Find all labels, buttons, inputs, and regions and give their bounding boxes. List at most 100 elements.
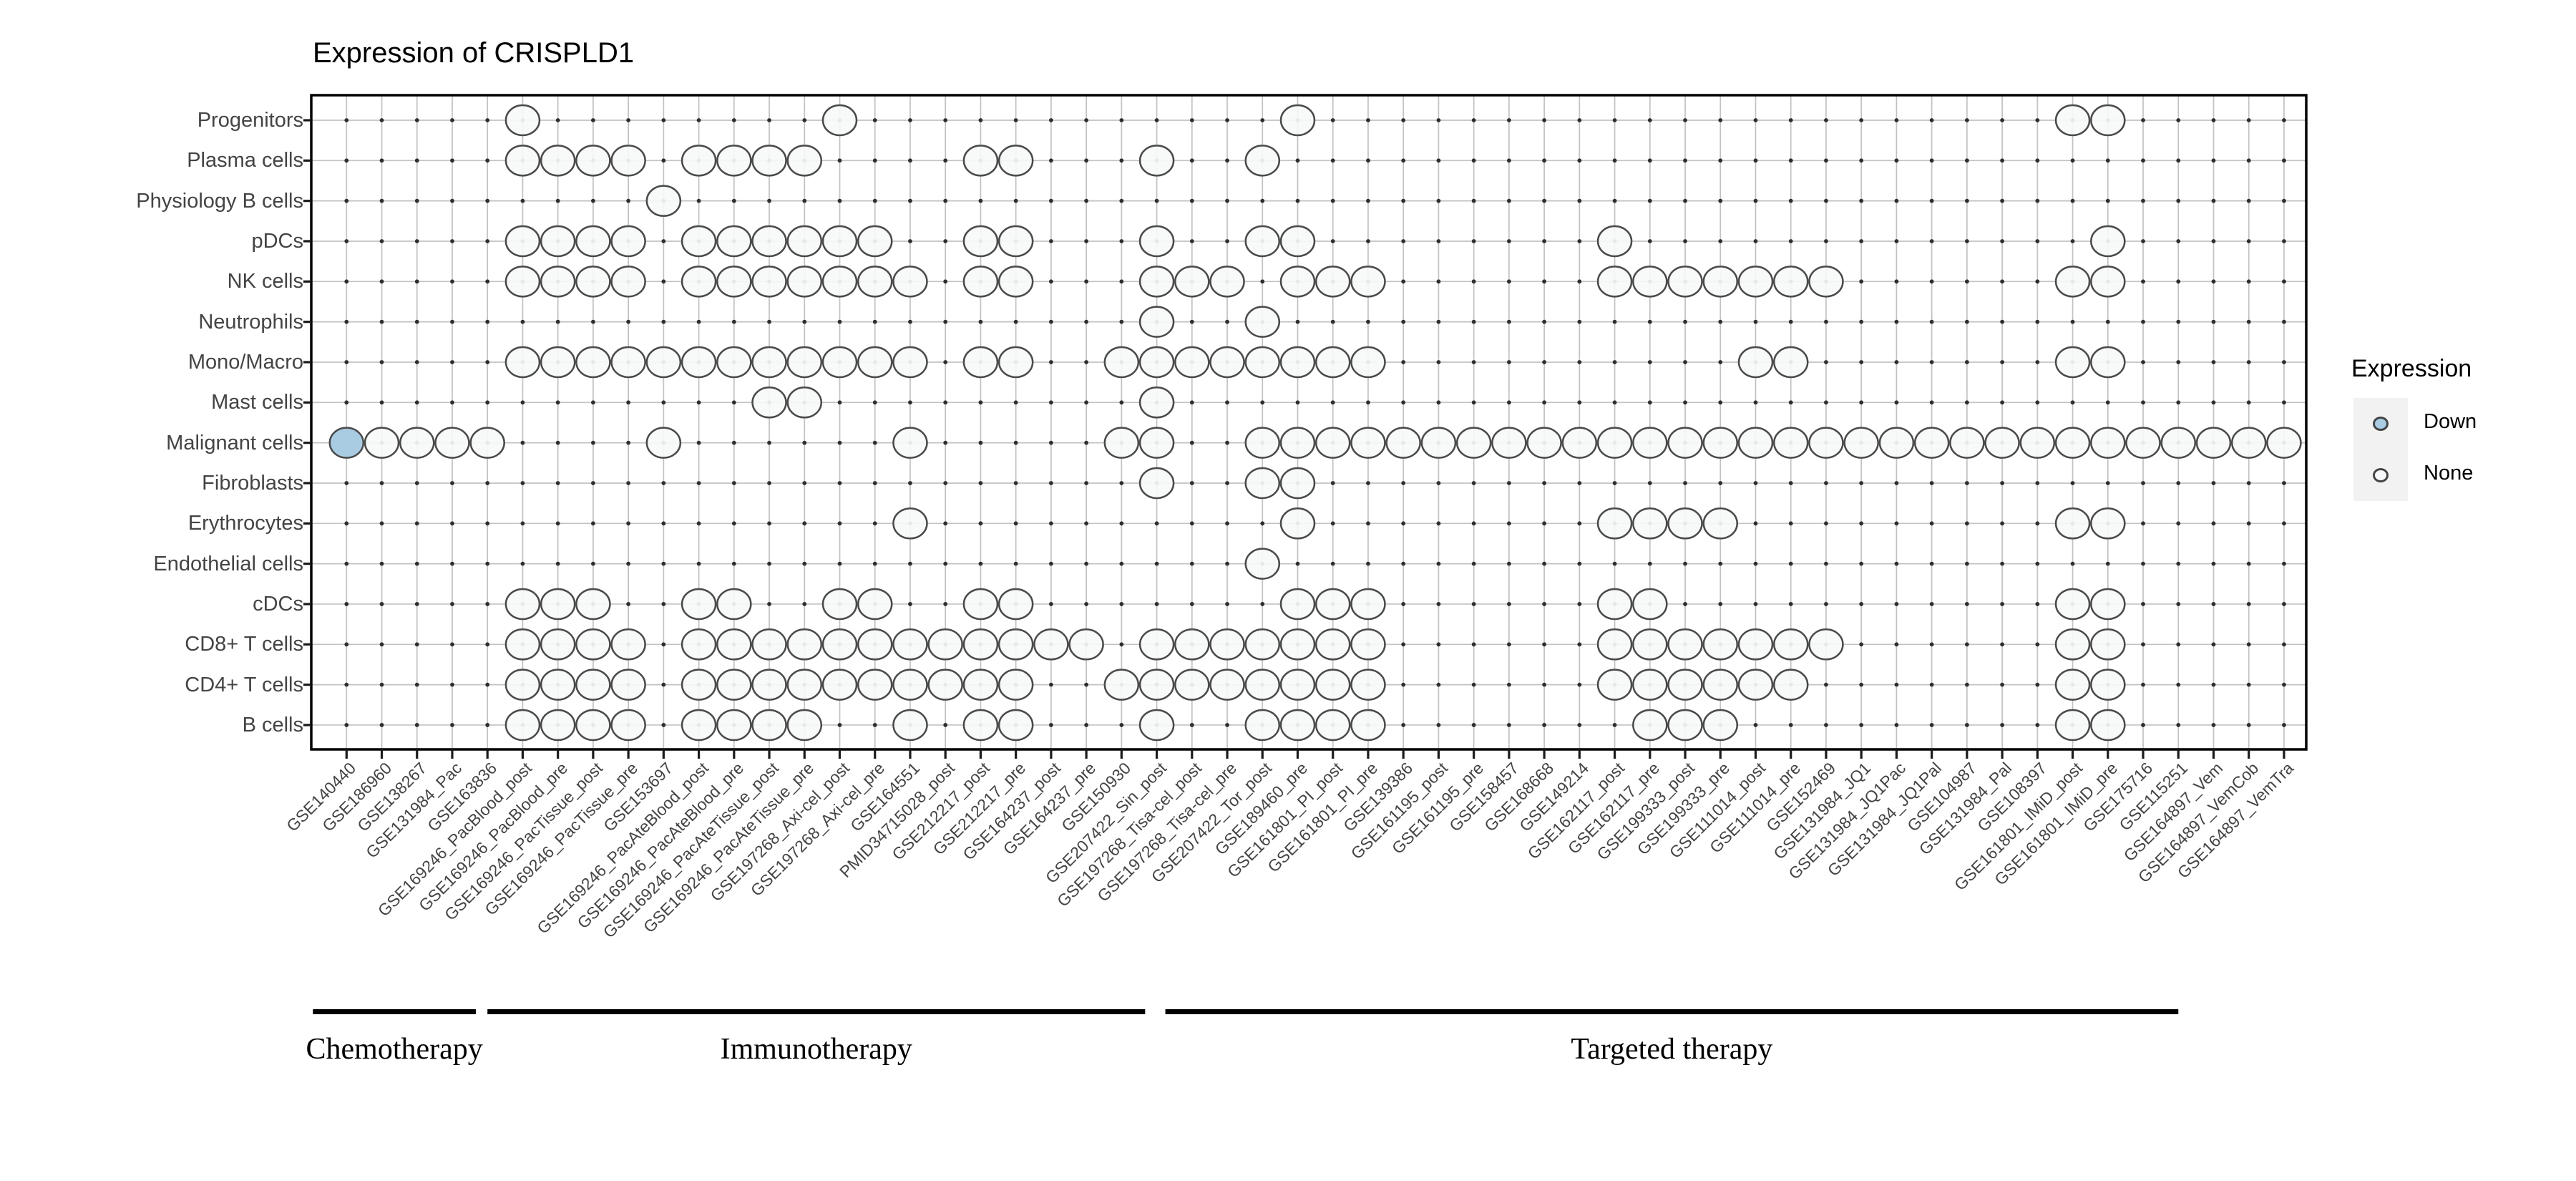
grid-dot <box>1929 198 1934 203</box>
grid-dot <box>767 481 771 485</box>
grid-dot <box>2000 400 2005 405</box>
grid-dot <box>1154 602 1159 606</box>
grid-dot <box>1471 481 1476 485</box>
grid-dot <box>1049 279 1053 284</box>
grid-dot <box>2035 481 2040 485</box>
grid-dot <box>379 360 384 364</box>
dot-none <box>2054 588 2091 621</box>
grid-dot <box>1154 561 1159 566</box>
grid-dot <box>485 198 490 203</box>
dot-none <box>469 427 505 459</box>
y-axis-label: Endothelial cells <box>153 552 303 575</box>
y-axis-label: Physiology B cells <box>136 189 303 213</box>
y-axis-label: Mast cells <box>211 391 303 414</box>
grid-dot <box>908 198 912 203</box>
dot-none <box>2054 346 2091 379</box>
grid-dot <box>837 158 842 163</box>
grid-dot <box>2176 602 2181 606</box>
grid-dot <box>520 561 525 566</box>
grid-dot <box>1471 319 1476 324</box>
grid-dot <box>1471 642 1476 647</box>
dot-none <box>1279 225 1316 258</box>
grid-dot <box>1225 521 1229 526</box>
grid-dot <box>1225 198 1229 203</box>
dot-none <box>1843 427 1879 459</box>
dot-none <box>1596 588 1633 621</box>
dot-none <box>1209 266 1245 298</box>
grid-dot <box>520 440 525 445</box>
dot-none <box>2054 709 2091 742</box>
grid-dot <box>555 198 560 203</box>
grid-dot <box>485 602 490 606</box>
dot-none <box>2230 427 2267 459</box>
grid-dot <box>1401 118 1406 122</box>
grid-dot <box>1506 642 1511 647</box>
grid-dot <box>1401 723 1406 727</box>
y-axis-label: Malignant cells <box>166 431 303 455</box>
dot-none <box>575 588 611 621</box>
dot-none <box>1737 669 1774 701</box>
dot-none <box>892 266 928 298</box>
grid-dot <box>661 561 666 566</box>
grid-dot <box>1189 521 1194 526</box>
grid-dot <box>731 118 736 122</box>
grid-dot <box>1894 360 1899 364</box>
dot-none <box>1632 507 1668 540</box>
grid-dot <box>1154 118 1159 122</box>
dot-none <box>1984 427 2020 459</box>
grid-dot <box>1577 198 1582 203</box>
grid-dot <box>1788 400 1793 405</box>
dot-none <box>1596 427 1633 459</box>
dot-none <box>997 588 1034 621</box>
grid-dot <box>1718 481 1723 485</box>
grid-dot <box>1894 198 1899 203</box>
dot-none <box>1702 266 1739 298</box>
grid-dot <box>943 602 948 606</box>
grid-dot <box>1189 158 1194 163</box>
grid-dot <box>1577 400 1582 405</box>
dot-none <box>1632 669 1668 701</box>
dot-none <box>1174 669 1210 701</box>
grid-dot <box>2000 521 2005 526</box>
grid-dot <box>1542 118 1547 122</box>
grid-dot <box>1189 118 1194 122</box>
grid-dot <box>943 400 948 405</box>
grid-dot <box>1049 440 1053 445</box>
grid-dot <box>414 319 419 324</box>
grid-dot <box>1542 360 1547 364</box>
grid-dot <box>2211 158 2216 163</box>
dot-none <box>504 145 541 177</box>
dot-none <box>1279 467 1316 500</box>
grid-dot <box>379 723 384 727</box>
grid-dot <box>1049 602 1053 606</box>
grid-dot <box>2282 239 2286 243</box>
grid-dot <box>1154 521 1159 526</box>
dot-none <box>2090 104 2126 137</box>
dot-none <box>2090 628 2126 661</box>
grid-dot <box>2000 360 2005 364</box>
grid-dot <box>379 400 384 405</box>
dot-none <box>1667 709 1703 742</box>
grid-dot <box>661 279 666 284</box>
grid-dot <box>2176 561 2181 566</box>
grid-dot <box>2176 158 2181 163</box>
grid-dot <box>2141 561 2145 566</box>
grid-dot <box>1577 279 1582 284</box>
dot-none <box>786 145 823 177</box>
grid-dot <box>1753 400 1758 405</box>
grid-dot <box>1013 481 1018 485</box>
dot-none <box>1596 669 1633 701</box>
legend-item: Down <box>2353 398 2497 449</box>
dot-none <box>1702 427 1739 459</box>
grid-dot <box>2035 118 2040 122</box>
grid-dot <box>1436 602 1441 606</box>
grid-dot <box>1436 158 1441 163</box>
grid-dot <box>1049 561 1053 566</box>
grid-dot <box>1401 561 1406 566</box>
dot-none <box>575 709 611 742</box>
dot-none <box>1667 266 1703 298</box>
grid-dot <box>1330 239 1335 243</box>
dot-none <box>962 346 999 379</box>
dot-none <box>1314 266 1351 298</box>
grid-dot <box>1929 158 1934 163</box>
